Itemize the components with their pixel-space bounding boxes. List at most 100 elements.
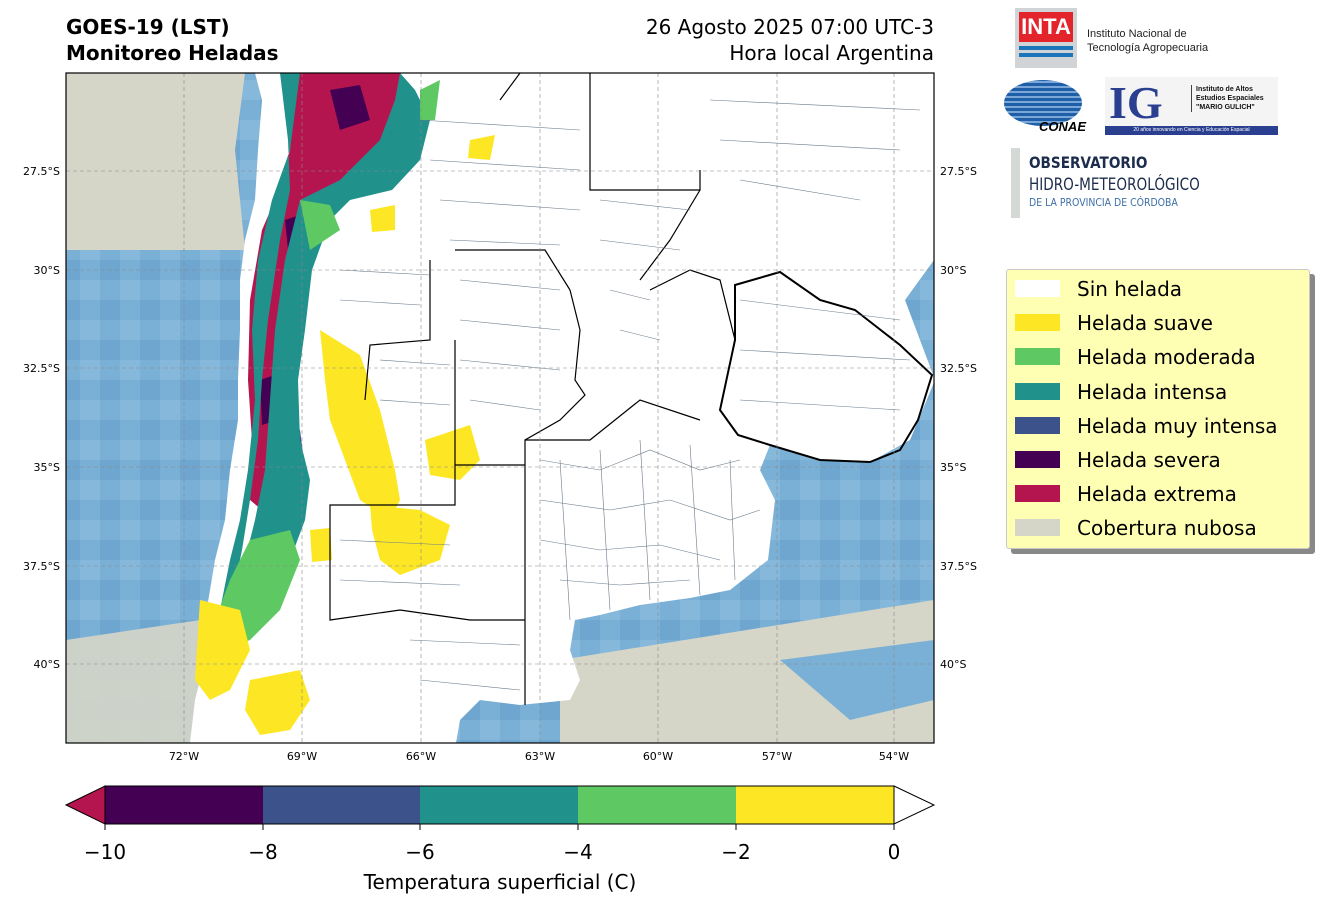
- colorbar-segment: [263, 786, 420, 824]
- inta-logo-bar: [1019, 46, 1073, 50]
- colorbar-tick: −4: [563, 840, 593, 864]
- map-area: [66, 73, 934, 743]
- ig-letters: IG: [1109, 77, 1163, 128]
- legend-swatch: [1015, 519, 1060, 537]
- colorbar-segment: [578, 786, 736, 824]
- datetime-line: 26 Agosto 2025 07:00 UTC-3: [645, 15, 934, 39]
- map-title: GOES-19 (LST) Monitoreo Heladas: [66, 14, 279, 66]
- frost-suave: [320, 330, 400, 520]
- conae-label: CONAE: [1039, 119, 1086, 134]
- lat-label-left: 32.5°S: [23, 362, 60, 375]
- legend-label: Sin helada: [1077, 277, 1183, 301]
- title-line-2: Monitoreo Heladas: [66, 41, 279, 65]
- gridlines: [66, 73, 934, 743]
- colorbar-under-arrow: [64, 785, 106, 825]
- frost-moderada: [300, 80, 440, 250]
- colorbar-label: Temperatura superficial (C): [363, 870, 637, 894]
- department-lines: [339, 99, 921, 691]
- lon-label: 54°W: [879, 750, 909, 763]
- colorbar-segment: [105, 786, 263, 824]
- title-line-1: GOES-19 (LST): [66, 15, 230, 39]
- colorbar-tick: −6: [405, 840, 435, 864]
- lon-label: 60°W: [643, 750, 673, 763]
- legend: Sin helada Helada suave Helada moderada Hel…: [1006, 269, 1310, 549]
- colorbar-tick: −10: [83, 840, 127, 864]
- lat-label-left: 30°S: [34, 264, 60, 277]
- legend-swatch: [1015, 451, 1060, 468]
- lon-label: 57°W: [762, 750, 792, 763]
- legend-swatch: [1015, 314, 1060, 332]
- frost-suave: [425, 425, 480, 480]
- inta-logo: INTA: [1015, 8, 1077, 68]
- map-frame: [65, 72, 935, 744]
- legend-label: Helada moderada: [1077, 345, 1256, 370]
- ig-line-2: Estudios Espaciales: [1196, 95, 1264, 102]
- legend-swatch: [1015, 280, 1060, 297]
- legend-label: Helada suave: [1077, 311, 1213, 336]
- colorbar-segment: [736, 786, 894, 824]
- ig-institute-name: Instituto de Altos Estudios Espaciales "…: [1191, 85, 1264, 112]
- lat-labels: 27.5°S 30°S 32.5°S 35°S 37.5°S 40°S 27.5…: [23, 165, 977, 671]
- lat-label-right: 32.5°S: [940, 362, 977, 375]
- colorbar-segment: [420, 786, 578, 824]
- conae-logo: CONAE: [1004, 78, 1088, 134]
- colorbar-tick: 0: [887, 840, 901, 864]
- lon-labels: 72°W 69°W 66°W 63°W 60°W 57°W 54°W: [169, 750, 909, 763]
- lon-label: 69°W: [287, 750, 317, 763]
- lat-label-left: 35°S: [34, 461, 60, 474]
- lon-label: 63°W: [525, 750, 555, 763]
- uruguay-border: [718, 270, 934, 464]
- frost-suave: [245, 670, 310, 735]
- legend-label: Helada severa: [1077, 448, 1221, 472]
- ocean-gap: [780, 640, 934, 720]
- observatorio-line-3: DE LA PROVINCIA DE CÓRDOBA: [1029, 196, 1178, 209]
- inta-name: Instituto Nacional de Tecnología Agropec…: [1087, 27, 1208, 55]
- legend-label: Cobertura nubosa: [1077, 516, 1257, 541]
- lat-label-left: 37.5°S: [23, 560, 60, 573]
- conae-globe-icon: [1004, 80, 1082, 126]
- datetime-header: 26 Agosto 2025 07:00 UTC-3 Hora local Ar…: [646, 14, 934, 66]
- observatorio-bar: [1011, 148, 1020, 218]
- legend-swatch: [1015, 348, 1060, 366]
- frost-intensa: [215, 73, 430, 660]
- frost-suave: [370, 505, 450, 575]
- timezone-line: Hora local Argentina: [729, 41, 934, 65]
- observatorio-line-2: HIDRO-METEOROLÓGICO: [1029, 175, 1200, 195]
- lon-label: 66°W: [406, 750, 436, 763]
- inta-name-line-1: Instituto Nacional de: [1087, 28, 1187, 40]
- ig-strip: 20 años innovando en Ciencia y Educación…: [1105, 126, 1278, 135]
- legend-label: Helada extrema: [1077, 482, 1237, 507]
- frost-extrema: [248, 73, 420, 510]
- legend-swatch: [1015, 382, 1060, 400]
- legend-label: Helada intensa: [1077, 379, 1228, 404]
- ig-line-3: "MARIO GULICH": [1196, 104, 1255, 111]
- lat-label-right: 27.5°S: [940, 165, 977, 178]
- colorbar-over-arrow: [893, 785, 936, 825]
- legend-swatch: [1015, 416, 1060, 434]
- colorbar: [64, 785, 936, 830]
- legend-swatch: [1015, 485, 1060, 503]
- inta-acronym: INTA: [1019, 12, 1073, 42]
- land: [190, 73, 934, 743]
- lat-label-left: 27.5°S: [23, 165, 60, 178]
- inta-name-line-2: Tecnología Agropecuaria: [1087, 42, 1209, 54]
- colorbar-tick: −8: [248, 840, 278, 864]
- ig-line-1: Instituto de Altos: [1196, 86, 1253, 93]
- cloud-area: [66, 73, 245, 250]
- legend-label: Helada muy intensa: [1077, 413, 1278, 438]
- colorbar-frame: [104, 785, 895, 825]
- province-borders: [329, 73, 736, 705]
- ig-logo: IG Instituto de Altos Estudios Espaciale…: [1105, 77, 1278, 135]
- lat-label-right: 35°S: [940, 461, 966, 474]
- cloud-area: [66, 620, 200, 743]
- colorbar-tick: −2: [721, 840, 751, 864]
- observatorio-line-1: OBSERVATORIO: [1029, 153, 1148, 172]
- inta-logo-bar: [1019, 53, 1073, 57]
- lon-label: 72°W: [169, 750, 199, 763]
- frost-suave: [195, 600, 250, 700]
- lat-label-right: 30°S: [940, 264, 966, 277]
- lat-label-right: 40°S: [940, 658, 966, 671]
- lat-label-right: 37.5°S: [940, 560, 977, 573]
- lat-label-left: 40°S: [34, 658, 60, 671]
